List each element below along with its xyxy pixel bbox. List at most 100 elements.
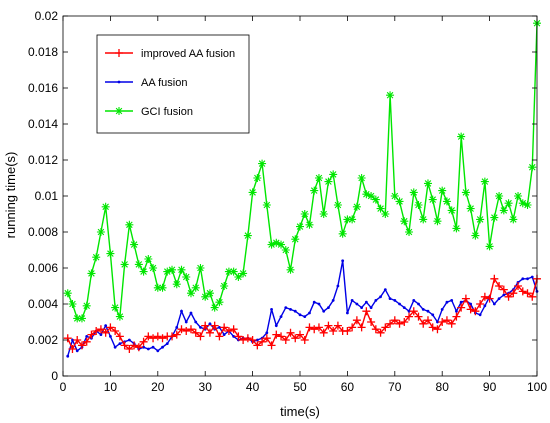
data-point [201, 321, 210, 330]
data-point [191, 283, 200, 292]
legend-label: improved AA fusion [141, 48, 235, 60]
data-point [262, 334, 271, 343]
y-tick-label: 0.016 [28, 81, 58, 95]
data-point [63, 289, 72, 298]
data-point [400, 318, 409, 326]
data-point [483, 304, 487, 308]
data-point [386, 319, 395, 328]
data-point [291, 235, 300, 244]
data-point [127, 338, 131, 342]
data-point [350, 299, 354, 302]
data-point [115, 107, 123, 115]
data-point [291, 334, 300, 343]
data-point [457, 132, 466, 141]
data-point [85, 335, 89, 338]
data-point [331, 299, 335, 302]
data-point [180, 309, 183, 313]
legend-item: improved AA fusion [105, 48, 235, 60]
data-point [369, 306, 373, 309]
data-point [393, 299, 397, 302]
data-point [253, 174, 262, 182]
data-point [220, 323, 229, 332]
data-point [485, 242, 494, 251]
x-tick-label: 50 [293, 380, 307, 394]
data-point [87, 269, 96, 278]
data-point [442, 197, 451, 206]
data-point [153, 332, 162, 341]
data-point [476, 215, 485, 224]
data-point [262, 201, 271, 209]
data-point [144, 332, 153, 341]
data-point [172, 280, 181, 289]
data-point [440, 308, 444, 311]
data-point [436, 320, 439, 324]
data-point [452, 224, 461, 233]
data-point [469, 302, 473, 306]
data-point [433, 217, 442, 226]
data-point [348, 215, 357, 224]
data-point [134, 343, 143, 352]
data-point [111, 327, 120, 335]
legend-label: GCI fusion [141, 106, 193, 118]
data-point [400, 217, 409, 226]
data-point [300, 210, 309, 218]
data-point [66, 354, 70, 358]
data-point [163, 267, 172, 276]
data-point [471, 307, 480, 316]
data-point [277, 240, 286, 249]
data-point [270, 308, 273, 311]
data-point [118, 342, 122, 345]
data-point [324, 321, 333, 330]
data-point [125, 220, 134, 229]
data-point [234, 273, 243, 281]
data-point [272, 330, 281, 339]
data-point [509, 215, 518, 224]
data-point [286, 265, 295, 274]
data-point [146, 347, 150, 351]
data-point [142, 345, 145, 349]
data-point [445, 300, 449, 304]
data-point [248, 336, 257, 344]
data-point [390, 316, 399, 325]
data-point [447, 319, 456, 328]
data-point [120, 341, 129, 350]
data-point [172, 330, 181, 339]
data-point [243, 334, 252, 343]
data-point [528, 292, 537, 301]
data-point [218, 326, 221, 329]
data-point [229, 325, 238, 334]
data-point [272, 238, 281, 247]
data-point [348, 323, 357, 332]
data-point [355, 302, 359, 306]
data-point [492, 302, 496, 306]
data-point [153, 283, 162, 292]
data-point [234, 332, 243, 341]
x-tick-label: 0 [60, 380, 67, 394]
data-point [504, 199, 513, 208]
data-point [431, 313, 435, 317]
data-point [317, 302, 321, 306]
data-point [395, 319, 404, 328]
data-point [215, 298, 224, 307]
data-point [423, 179, 432, 188]
data-point [357, 174, 366, 182]
data-point [398, 302, 401, 306]
x-axis-label: time(s) [280, 404, 320, 419]
y-tick-label: 0.012 [28, 153, 58, 167]
data-point [296, 222, 304, 231]
data-point [409, 307, 418, 316]
data-point [419, 319, 428, 328]
data-point [336, 284, 340, 288]
data-point [168, 265, 177, 274]
data-point [471, 231, 480, 240]
series-line [67, 260, 538, 357]
data-point [381, 323, 390, 332]
data-point [239, 269, 248, 278]
data-point [158, 283, 167, 292]
data-point [490, 274, 499, 283]
series-line [67, 23, 538, 320]
y-tick-label: 0.02 [35, 9, 59, 23]
data-point [367, 192, 376, 200]
data-point [186, 325, 195, 334]
data-point [376, 204, 385, 213]
